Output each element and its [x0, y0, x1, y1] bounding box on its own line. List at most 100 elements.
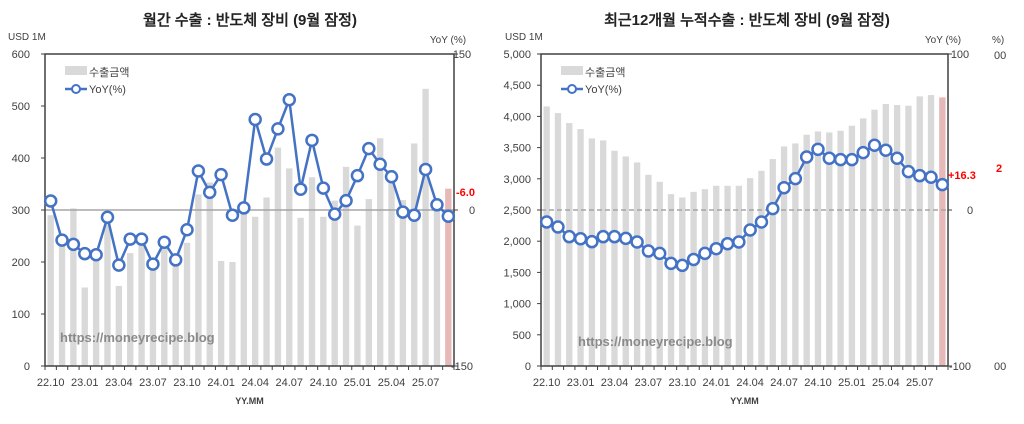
bar: [58, 243, 66, 366]
bar: [172, 262, 179, 366]
yoy-point: [799, 150, 814, 164]
x-tick-label: 24.10: [310, 377, 338, 389]
bar: [611, 150, 618, 366]
bar: [916, 96, 923, 366]
yoy-point: [316, 181, 331, 195]
legend-bar-swatch: [561, 66, 583, 75]
bar: [297, 217, 304, 366]
x-tick-label: 24.01: [702, 377, 730, 389]
yoy-point: [890, 151, 904, 165]
bar: [566, 123, 573, 366]
x-tick-label: 24.07: [770, 377, 798, 389]
x-tick-label: 23.01: [71, 377, 99, 389]
yoy-point: [339, 193, 353, 208]
yoy-point: [180, 223, 194, 237]
yoy-point: [350, 168, 365, 183]
yoy-point: [652, 246, 667, 261]
last-value-label: -6.0: [456, 187, 475, 199]
y-tick-label: 4,000: [503, 111, 531, 123]
yoy-point: [777, 180, 791, 195]
x-tick-label: 25.01: [344, 377, 372, 389]
bar: [826, 132, 833, 366]
bar: [860, 118, 867, 367]
bar: [645, 174, 652, 366]
x-tick-label: 22.10: [37, 377, 65, 389]
ghost-label: 2: [996, 163, 1002, 175]
bar: [195, 194, 202, 366]
yoy-point: [396, 205, 410, 219]
yoy-point: [191, 164, 206, 178]
y-tick-label: 0: [525, 361, 531, 373]
yoy-point: [754, 215, 769, 229]
yoy-point: [373, 157, 387, 171]
yoy-point: [856, 145, 870, 160]
yoy-point: [630, 235, 644, 249]
y2-tick-label: 150: [453, 49, 471, 61]
yoy-point: [384, 169, 399, 184]
watermark: https://moneyrecipe.blog: [578, 334, 733, 349]
x-tick-label: 24.10: [804, 377, 832, 389]
bar: [871, 109, 878, 366]
yoy-point: [66, 237, 81, 252]
yoy-point: [935, 177, 950, 192]
bar: [600, 140, 607, 366]
yoy-point: [293, 182, 308, 196]
bar: [388, 169, 395, 366]
bar: [758, 170, 765, 366]
bar: [735, 185, 743, 366]
bar: [251, 216, 259, 366]
bar: [724, 185, 731, 366]
bar: [229, 262, 236, 366]
bar: [161, 246, 168, 366]
bar: [308, 177, 316, 366]
yoy-point: [845, 152, 859, 167]
ghost-label: %): [992, 35, 1004, 46]
bar: [263, 197, 270, 366]
yoy-point: [879, 143, 893, 158]
bar: [927, 95, 935, 366]
y-tick-label: 0: [24, 361, 30, 373]
yoy-point: [248, 112, 262, 127]
bar: [622, 156, 629, 366]
chart-title: 최근12개월 누적수출 : 반도체 장비 (9월 잠정): [604, 11, 890, 29]
bar: [365, 199, 372, 366]
bar: [115, 285, 123, 366]
y2-tick-label: -150: [451, 361, 473, 373]
yoy-point: [146, 257, 160, 271]
y-tick-label: 600: [12, 49, 30, 61]
yoy-point: [709, 241, 723, 256]
x-tick-label: 23.07: [139, 377, 167, 389]
x-tick-label: 24.04: [736, 377, 764, 389]
bar: [690, 191, 697, 366]
legend-label-line: YoY(%): [89, 84, 126, 96]
bar: [354, 225, 361, 366]
last-value-label: +16.3: [948, 170, 976, 182]
y-tick-label: 200: [12, 257, 30, 269]
x-tick-label: 24.04: [241, 377, 269, 389]
bar: [399, 200, 407, 366]
yoy-point: [430, 198, 444, 212]
legend-label-bars: 수출금액: [89, 66, 129, 79]
bar: [217, 260, 225, 366]
yoy-point: [766, 201, 780, 216]
y-tick-label: 3,500: [503, 143, 531, 155]
bar: [679, 197, 686, 366]
x-tick-label: 23.01: [567, 377, 595, 389]
bar: [149, 262, 157, 366]
y2-tick-label: -100: [949, 361, 971, 373]
bar: [769, 159, 776, 366]
bar: [713, 185, 720, 366]
chart-1: 월간 수출 : 반도체 장비 (9월 잠정) USD 1M YoY (%) 0 100 2…: [8, 11, 475, 406]
yoy-point: [867, 138, 882, 153]
yoy-point: [924, 170, 938, 184]
yoy-point: [539, 215, 554, 229]
bar: [554, 113, 562, 366]
yoy-point: [607, 229, 622, 244]
bar: [905, 105, 912, 366]
yoy-point: [822, 151, 837, 165]
x-tick-label: 23.10: [173, 377, 201, 389]
y-tick-label: 4,500: [503, 80, 531, 92]
yoy-point: [407, 208, 421, 222]
bar: [633, 162, 641, 366]
bar: [70, 208, 77, 366]
